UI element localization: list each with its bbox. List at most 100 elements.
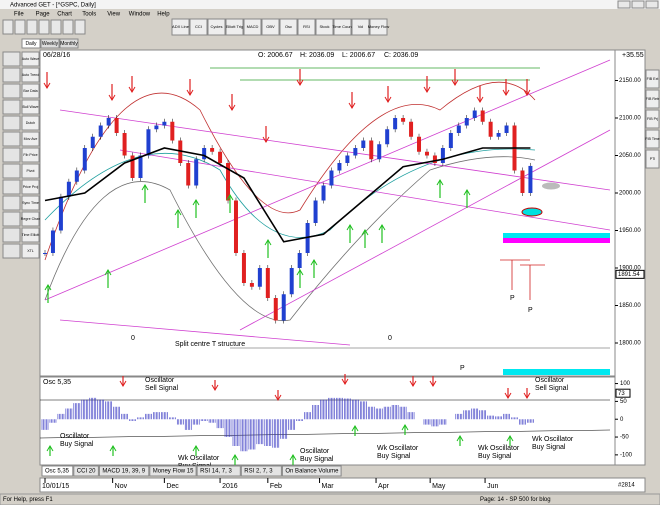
tool-icon[interactable]: [50, 19, 62, 35]
close-button[interactable]: [645, 0, 659, 9]
arrow-head: [186, 89, 194, 96]
left-tool-alt[interactable]: [2, 51, 21, 67]
indicator-tab-label: On Balance Volume: [285, 469, 339, 475]
left-tool-alt[interactable]: [2, 99, 21, 115]
candle-body: [50, 230, 55, 253]
left-tool[interactable]: [21, 115, 40, 131]
timeframe-tab[interactable]: [21, 38, 41, 49]
left-tool[interactable]: [21, 147, 40, 163]
left-tool[interactable]: [21, 227, 40, 243]
toolbar-button[interactable]: [315, 18, 334, 36]
target-ellipse: [521, 207, 543, 217]
title-bar: [0, 0, 660, 9]
timeframe-tab[interactable]: [40, 38, 60, 49]
left-tool[interactable]: [21, 179, 40, 195]
left-tool[interactable]: [21, 195, 40, 211]
sell-arrow: [296, 69, 304, 86]
toolbar-button[interactable]: [189, 18, 208, 36]
toolbar-button[interactable]: [243, 18, 262, 36]
toolbar-button[interactable]: [225, 18, 244, 36]
left-tool-alt[interactable]: [2, 83, 21, 99]
toolbar-button[interactable]: [279, 18, 298, 36]
toolbar-button[interactable]: [261, 18, 280, 36]
osc-annotation: Buy Signal: [300, 456, 334, 463]
indicator-tab[interactable]: [41, 465, 74, 477]
indicator-tab[interactable]: [149, 465, 197, 477]
price-panel: [39, 49, 616, 377]
sell-arrow: [423, 76, 431, 93]
arrow-head: [504, 392, 512, 399]
x-tick-label: Mar: [322, 483, 335, 490]
tool-icon[interactable]: [26, 19, 38, 35]
menu-item[interactable]: File: [14, 12, 24, 18]
left-tool-alt[interactable]: [2, 115, 21, 131]
toolbar-button[interactable]: [297, 18, 316, 36]
left-tool[interactable]: [21, 211, 40, 227]
toolbar-button[interactable]: [333, 18, 352, 36]
left-tool-alt[interactable]: [2, 227, 21, 243]
candle-body: [210, 148, 215, 152]
tool-icon[interactable]: [74, 19, 86, 35]
toolbar-button[interactable]: [207, 18, 226, 36]
right-tool[interactable]: [645, 129, 660, 149]
left-tool[interactable]: [21, 83, 40, 99]
menu-item[interactable]: Help: [157, 12, 170, 18]
left-tool[interactable]: [21, 243, 40, 259]
maximize-button[interactable]: [631, 0, 645, 9]
left-tool-label: Price Proj: [23, 185, 39, 189]
left-tool[interactable]: [21, 67, 40, 83]
minimize-button[interactable]: [617, 0, 631, 9]
left-tool-alt[interactable]: [2, 211, 21, 227]
left-tool-alt[interactable]: [2, 179, 21, 195]
indicator-tab-label: Osc 5,35: [45, 469, 70, 475]
timeframe-tab[interactable]: [59, 38, 79, 49]
right-tool-label: FIB Retr: [646, 97, 660, 101]
sell-arrow: [523, 79, 531, 96]
left-tool-alt[interactable]: [2, 243, 21, 259]
left-tool[interactable]: [21, 51, 40, 67]
left-tool-alt[interactable]: [2, 131, 21, 147]
tool-icon[interactable]: [2, 19, 14, 35]
menu-item[interactable]: Page: [36, 12, 51, 18]
chart-date: 06/28/16: [43, 52, 70, 59]
arrow-head: [378, 224, 386, 231]
indicator-tab-label: RSI 14, 7, 3: [200, 469, 232, 475]
tool-icon[interactable]: [14, 19, 26, 35]
sell-arrow: [211, 380, 219, 391]
left-tool[interactable]: [21, 131, 40, 147]
left-tool[interactable]: [21, 99, 40, 115]
right-tool-label: FIB Ext: [647, 77, 659, 81]
chart-annotation: P: [460, 365, 465, 372]
tool-icon[interactable]: [38, 19, 50, 35]
menu-item[interactable]: Chart: [57, 12, 72, 18]
menu-item[interactable]: Tools: [82, 12, 96, 18]
left-tool-alt[interactable]: [2, 147, 21, 163]
candle-body: [202, 148, 207, 160]
right-tool[interactable]: [645, 69, 660, 89]
x-tick-label: Feb: [270, 483, 282, 490]
toolbar-button[interactable]: [369, 18, 388, 36]
right-tool[interactable]: [645, 149, 660, 169]
left-tool[interactable]: [21, 163, 40, 179]
menu-item[interactable]: View: [107, 12, 121, 18]
indicator-tab[interactable]: [240, 465, 282, 477]
left-tool-alt[interactable]: [2, 163, 21, 179]
toolbar-button[interactable]: [351, 18, 370, 36]
right-tool[interactable]: [645, 109, 660, 129]
left-tool-alt[interactable]: [2, 195, 21, 211]
candle-body: [289, 268, 294, 295]
x-tick-label: Nov: [115, 483, 128, 490]
indicator-tab[interactable]: [281, 465, 342, 477]
right-tool[interactable]: [645, 89, 660, 109]
tool-icon[interactable]: [62, 19, 74, 35]
candle-body: [297, 253, 302, 268]
menu-item[interactable]: Window: [129, 12, 151, 18]
toolbar-button[interactable]: [171, 18, 190, 36]
osc-annotation: Oscillator: [145, 377, 175, 384]
indicator-tab[interactable]: [196, 465, 241, 477]
indicator-tab[interactable]: [98, 465, 150, 477]
projection-box: [503, 233, 610, 238]
left-tool-alt[interactable]: [2, 67, 21, 83]
indicator-tab[interactable]: [73, 465, 99, 477]
osc-annotation: Sell Signal: [535, 385, 569, 392]
